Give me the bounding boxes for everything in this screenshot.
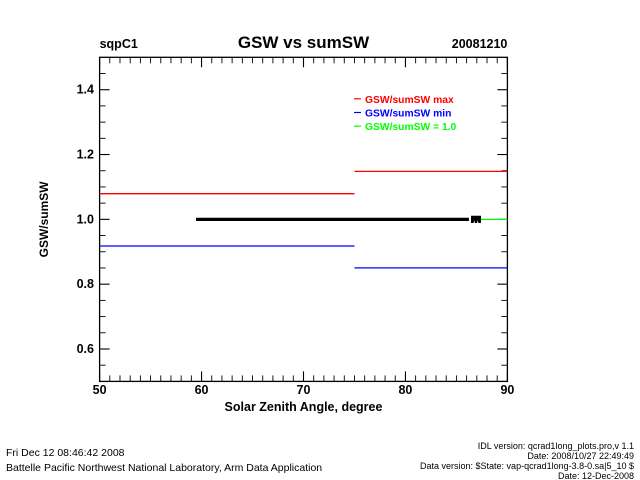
svg-text:Battelle Pacific Northwest Nat: Battelle Pacific Northwest National Labo…: [6, 462, 322, 474]
svg-text:Data version: $State: vap-qcra: Data version: $State: vap-qcrad1long-3.8…: [420, 461, 634, 471]
svg-text:0.6: 0.6: [77, 342, 94, 356]
svg-text:IDL version: qcrad1long_plots.: IDL version: qcrad1long_plots.pro,v 1.1: [478, 441, 634, 451]
svg-text:60: 60: [195, 383, 209, 397]
svg-text:70: 70: [297, 383, 311, 397]
svg-text:sqpC1: sqpC1: [100, 37, 138, 51]
svg-text:90: 90: [500, 383, 514, 397]
svg-text:GSW/sumSW min: GSW/sumSW min: [365, 109, 451, 120]
svg-text:GSW/sumSW: GSW/sumSW: [37, 181, 51, 258]
svg-text:GSW/sumSW = 1.0: GSW/sumSW = 1.0: [365, 122, 457, 133]
svg-text:Solar Zenith Angle, degree: Solar Zenith Angle, degree: [225, 400, 383, 414]
svg-text:20081210: 20081210: [452, 37, 508, 51]
svg-text:Date: 2008/10/27 22:49:49: Date: 2008/10/27 22:49:49: [527, 451, 634, 461]
svg-text:1.4: 1.4: [77, 83, 94, 97]
svg-text:GSW vs sumSW: GSW vs sumSW: [238, 33, 370, 52]
svg-text:80: 80: [398, 383, 412, 397]
svg-text:0.8: 0.8: [77, 277, 94, 291]
svg-text:Fri Dec 12 08:46:42 2008: Fri Dec 12 08:46:42 2008: [6, 447, 125, 459]
svg-text:Date: 12-Dec-2008: Date: 12-Dec-2008: [558, 471, 634, 480]
svg-text:1.0: 1.0: [77, 212, 94, 226]
svg-text:GSW/sumSW max: GSW/sumSW max: [365, 95, 454, 106]
svg-text:50: 50: [93, 383, 107, 397]
svg-text:1.2: 1.2: [77, 148, 94, 162]
